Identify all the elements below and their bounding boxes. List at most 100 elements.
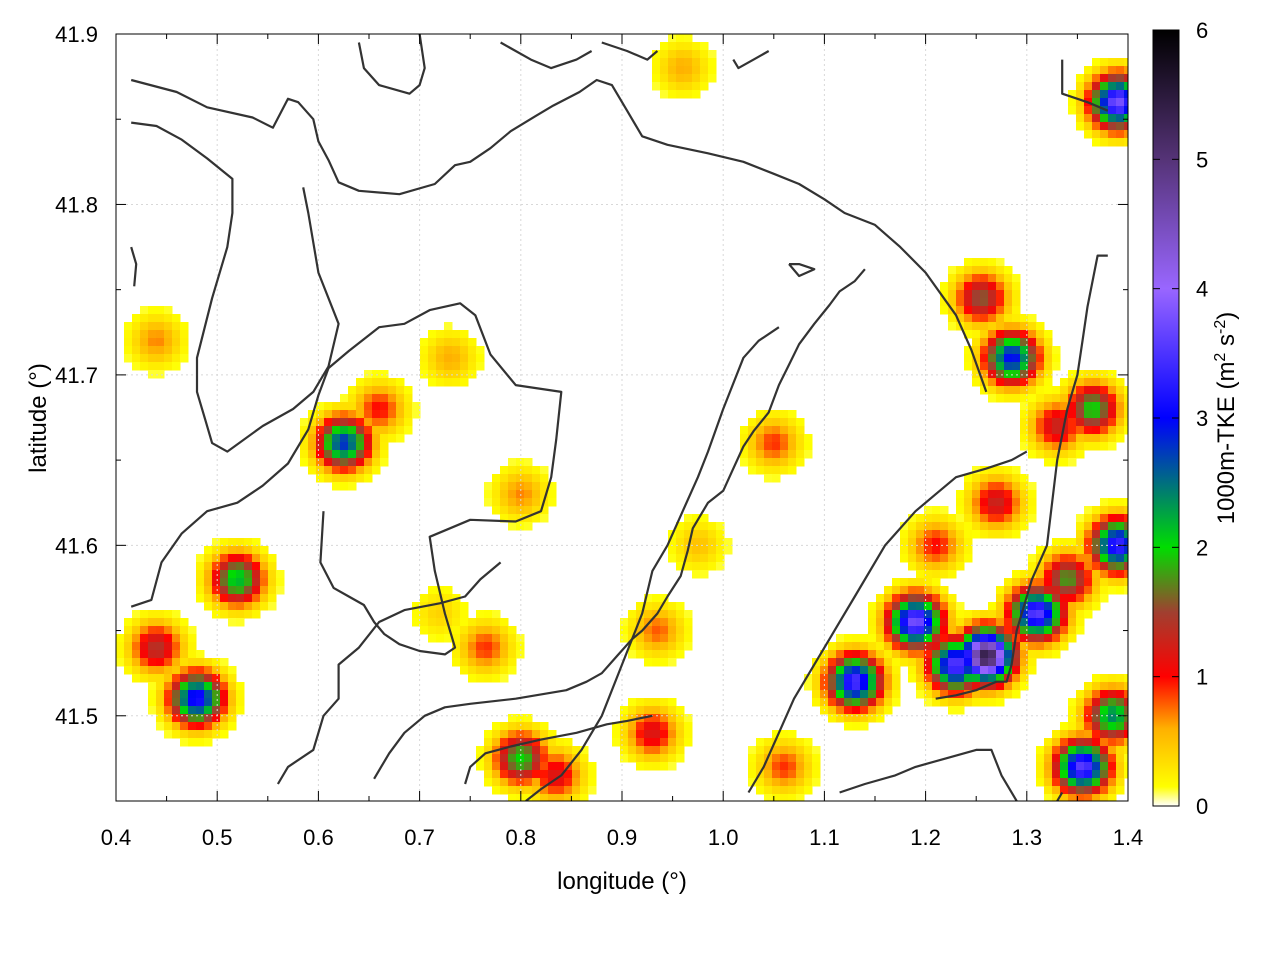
contour-line <box>373 268 866 780</box>
heat-cell <box>1100 82 1109 91</box>
heat-cell <box>1084 794 1093 801</box>
heat-cell <box>988 602 997 611</box>
heat-cell <box>788 466 797 475</box>
heat-cell <box>1076 706 1085 715</box>
heat-cell <box>676 714 685 723</box>
heat-cell <box>1124 586 1128 595</box>
heat-cell <box>220 714 229 723</box>
heat-cell <box>1076 410 1085 419</box>
heat-cell <box>516 642 525 651</box>
heat-cell <box>164 658 173 667</box>
heat-cell <box>572 770 581 779</box>
heat-cell <box>1036 370 1045 379</box>
heat-cell <box>324 450 333 459</box>
heat-cell <box>1100 74 1109 83</box>
heat-cell <box>988 698 997 707</box>
heat-cell <box>1004 338 1013 347</box>
heat-cell <box>1020 674 1029 683</box>
heat-cell <box>524 722 533 731</box>
heat-cell <box>1044 786 1053 795</box>
heat-cell <box>676 546 685 555</box>
heat-cell <box>508 498 517 507</box>
heat-cell <box>900 658 909 667</box>
heat-cell <box>844 658 853 667</box>
heat-cell <box>420 626 429 635</box>
heat-cell <box>908 674 917 683</box>
heat-cell <box>1036 402 1045 411</box>
heat-cell <box>796 746 805 755</box>
heat-cell <box>1108 402 1117 411</box>
heat-cell <box>1108 762 1117 771</box>
heat-cell <box>948 642 957 651</box>
heat-cell <box>588 762 597 771</box>
heat-cell <box>900 618 909 627</box>
heat-cell <box>380 378 389 387</box>
heat-cell <box>692 538 701 547</box>
heat-cell <box>340 394 349 403</box>
heat-cell <box>204 714 213 723</box>
heat-cell <box>1028 610 1037 619</box>
heat-cell <box>884 706 893 715</box>
heat-cell <box>396 402 405 411</box>
heat-cell <box>1020 578 1029 587</box>
heat-cell <box>180 322 189 331</box>
heat-cell <box>1100 386 1109 395</box>
heat-cell <box>532 514 541 523</box>
heat-cell <box>956 514 965 523</box>
heat-cell <box>1012 290 1021 299</box>
heat-cell <box>996 354 1005 363</box>
heat-cell <box>508 746 517 755</box>
heat-cell <box>996 626 1005 635</box>
heat-cell <box>164 730 173 739</box>
heat-cell <box>1116 586 1125 595</box>
heat-cell <box>1036 650 1045 659</box>
heat-cell <box>492 786 501 795</box>
heat-cell <box>428 346 437 355</box>
heat-cell <box>1028 378 1037 387</box>
heat-cell <box>636 706 645 715</box>
heat-cell <box>1084 386 1093 395</box>
heat-cell <box>196 722 205 731</box>
heat-cell <box>1028 370 1037 379</box>
heat-cell <box>916 626 925 635</box>
heat-cell <box>532 770 541 779</box>
heat-cell <box>1076 394 1085 403</box>
heat-cell <box>1108 410 1117 419</box>
heat-cell <box>116 634 125 643</box>
heat-cell <box>924 578 933 587</box>
heat-cell <box>332 426 341 435</box>
heat-cell <box>1124 754 1128 763</box>
heat-cell <box>1044 346 1053 355</box>
heat-cell <box>948 650 957 659</box>
heat-cell <box>828 642 837 651</box>
heat-cell <box>140 362 149 371</box>
heat-cell <box>908 578 917 587</box>
heat-cell <box>436 346 445 355</box>
heat-cell <box>404 402 413 411</box>
heat-cell <box>1052 546 1061 555</box>
heat-cell <box>796 778 805 787</box>
heat-cell <box>884 690 893 699</box>
heat-cell <box>644 602 653 611</box>
heat-cell <box>988 650 997 659</box>
heat-cell <box>196 578 205 587</box>
heat-cell <box>1044 442 1053 451</box>
heat-cell <box>156 714 165 723</box>
heat-cell <box>660 82 669 91</box>
heat-cell <box>1084 722 1093 731</box>
heat-cell <box>1124 66 1128 75</box>
heat-cell <box>1084 538 1093 547</box>
heat-cell <box>988 682 997 691</box>
heat-cell <box>612 738 621 747</box>
heat-cell <box>836 658 845 667</box>
heat-cell <box>1100 754 1109 763</box>
heat-cell <box>532 466 541 475</box>
heat-cell <box>172 354 181 363</box>
heat-cell <box>804 674 813 683</box>
heat-cell <box>164 650 173 659</box>
heat-cell <box>1100 570 1109 579</box>
heat-cell <box>1108 378 1117 387</box>
heat-cell <box>756 442 765 451</box>
heat-cell <box>1084 698 1093 707</box>
heat-cell <box>972 378 981 387</box>
